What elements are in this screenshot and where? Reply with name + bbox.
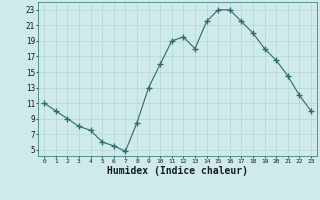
X-axis label: Humidex (Indice chaleur): Humidex (Indice chaleur) bbox=[107, 166, 248, 176]
